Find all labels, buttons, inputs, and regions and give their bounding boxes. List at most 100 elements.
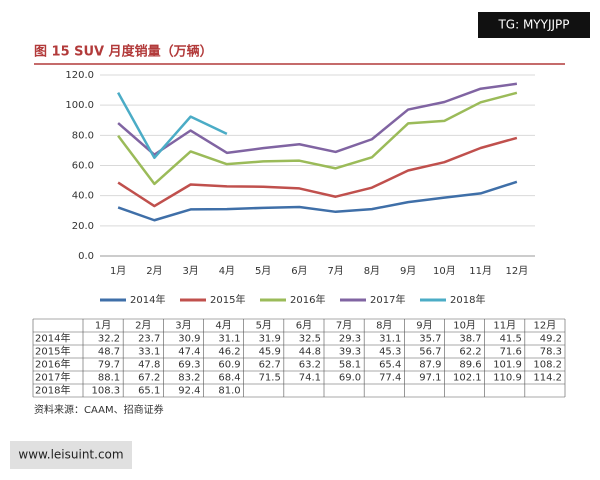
x-tick-label: 11月 bbox=[469, 265, 492, 277]
table-cell: 71.6 bbox=[500, 347, 522, 358]
table-cell: 35.7 bbox=[419, 334, 441, 345]
table-cell: 88.1 bbox=[98, 373, 120, 384]
table-cell: 38.7 bbox=[459, 334, 481, 345]
series-line bbox=[117, 91, 518, 186]
x-tick-label: 2月 bbox=[146, 265, 162, 277]
table-header: 10月 bbox=[453, 320, 476, 332]
table-cell: 101.9 bbox=[493, 360, 522, 371]
x-tick-label: 9月 bbox=[400, 265, 416, 277]
y-tick-label: 0.0 bbox=[78, 251, 94, 262]
table-cell: 31.1 bbox=[218, 334, 240, 345]
table-cell: 89.6 bbox=[459, 360, 481, 371]
table-cell: 69.3 bbox=[178, 360, 200, 371]
x-tick-label: 4月 bbox=[219, 265, 235, 277]
table-cell: 31.9 bbox=[259, 334, 281, 345]
table-cell: 47.8 bbox=[138, 360, 160, 371]
table-header: 7月 bbox=[336, 320, 352, 332]
table-cell: 65.4 bbox=[379, 360, 401, 371]
table-header: 5月 bbox=[256, 320, 272, 332]
table-cell: 32.5 bbox=[299, 334, 321, 345]
table-cell: 47.4 bbox=[178, 347, 200, 358]
table-cell: 65.1 bbox=[138, 386, 160, 397]
y-tick-label: 120.0 bbox=[65, 70, 94, 81]
watermark-box bbox=[10, 441, 132, 469]
table-cell: 48.7 bbox=[98, 347, 120, 358]
x-tick-label: 12月 bbox=[506, 265, 529, 277]
table-cell: 97.1 bbox=[419, 373, 441, 384]
table-cell: 78.3 bbox=[540, 347, 562, 358]
table-cell: 39.3 bbox=[339, 347, 361, 358]
legend-label: 2018年 bbox=[450, 293, 485, 306]
table-cell: 71.5 bbox=[259, 373, 281, 384]
x-tick-label: 5月 bbox=[255, 265, 271, 277]
table-cell: 45.3 bbox=[379, 347, 401, 358]
table-cell: 63.2 bbox=[299, 360, 321, 371]
y-tick-label: 40.0 bbox=[72, 191, 94, 202]
table-header: 3月 bbox=[175, 320, 191, 332]
x-tick-label: 3月 bbox=[182, 265, 198, 277]
table-header: 4月 bbox=[215, 320, 231, 332]
series-line bbox=[117, 92, 228, 160]
chart-title: 图 15 SUV 月度销量（万辆） bbox=[34, 44, 213, 60]
y-tick-label: 20.0 bbox=[72, 221, 94, 232]
table-cell: 108.3 bbox=[92, 386, 121, 397]
series-line bbox=[117, 136, 518, 208]
table-cell: 62.2 bbox=[459, 347, 481, 358]
legend-label: 2017年 bbox=[370, 293, 405, 306]
x-tick-label: 8月 bbox=[364, 265, 380, 277]
series-line bbox=[117, 82, 518, 156]
table-header: 12月 bbox=[534, 320, 557, 332]
table-row-label: 2016年 bbox=[35, 358, 70, 371]
x-tick-label: 1月 bbox=[110, 265, 126, 277]
table-header: 6月 bbox=[296, 320, 312, 332]
table-header: 1月 bbox=[95, 320, 111, 332]
table-cell: 69.0 bbox=[339, 373, 361, 384]
table-cell: 110.9 bbox=[493, 373, 522, 384]
table-row-label: 2018年 bbox=[35, 384, 70, 397]
y-tick-label: 100.0 bbox=[65, 100, 94, 111]
table-cell: 60.9 bbox=[218, 360, 240, 371]
legend-label: 2016年 bbox=[290, 293, 325, 306]
table-cell: 83.2 bbox=[178, 373, 200, 384]
table-cell: 79.7 bbox=[98, 360, 120, 371]
table-cell: 92.4 bbox=[178, 386, 200, 397]
table-cell: 81.0 bbox=[218, 386, 240, 397]
table-cell: 32.2 bbox=[98, 334, 120, 345]
watermark: TG: MYYJJPP bbox=[497, 18, 569, 32]
table-cell: 46.2 bbox=[218, 347, 240, 358]
table-cell: 87.9 bbox=[419, 360, 441, 371]
watermark: www.leisuint.com bbox=[18, 448, 123, 462]
table-row-label: 2017年 bbox=[35, 371, 70, 384]
table-cell: 31.1 bbox=[379, 334, 401, 345]
x-tick-label: 7月 bbox=[327, 265, 343, 277]
table-row-label: 2014年 bbox=[35, 332, 70, 345]
y-tick-label: 80.0 bbox=[72, 130, 94, 141]
table-cell: 30.9 bbox=[178, 334, 200, 345]
table-cell: 23.7 bbox=[138, 334, 160, 345]
source: 资料来源：CAAM、招商证券 bbox=[34, 403, 164, 416]
table-cell: 108.2 bbox=[533, 360, 562, 371]
table-header: 11月 bbox=[493, 320, 516, 332]
legend-label: 2015年 bbox=[210, 293, 245, 306]
legend-label: 2014年 bbox=[130, 293, 165, 306]
x-tick-label: 10月 bbox=[433, 265, 456, 277]
table-cell: 44.8 bbox=[299, 347, 321, 358]
watermark-box bbox=[478, 12, 590, 38]
table-cell: 74.1 bbox=[299, 373, 321, 384]
table-row-label: 2015年 bbox=[35, 345, 70, 358]
table-cell: 45.9 bbox=[259, 347, 281, 358]
table-header: 9月 bbox=[416, 320, 432, 332]
table-cell: 114.2 bbox=[533, 373, 562, 384]
table-cell: 67.2 bbox=[138, 373, 160, 384]
x-tick-label: 6月 bbox=[291, 265, 307, 277]
table-cell: 29.3 bbox=[339, 334, 361, 345]
table-cell: 58.1 bbox=[339, 360, 361, 371]
table-cell: 102.1 bbox=[453, 373, 482, 384]
table-cell: 68.4 bbox=[218, 373, 240, 384]
table-cell: 62.7 bbox=[259, 360, 281, 371]
series-line bbox=[117, 180, 518, 222]
y-tick-label: 60.0 bbox=[72, 161, 94, 172]
table-cell: 41.5 bbox=[500, 334, 522, 345]
table-cell: 49.2 bbox=[540, 334, 562, 345]
